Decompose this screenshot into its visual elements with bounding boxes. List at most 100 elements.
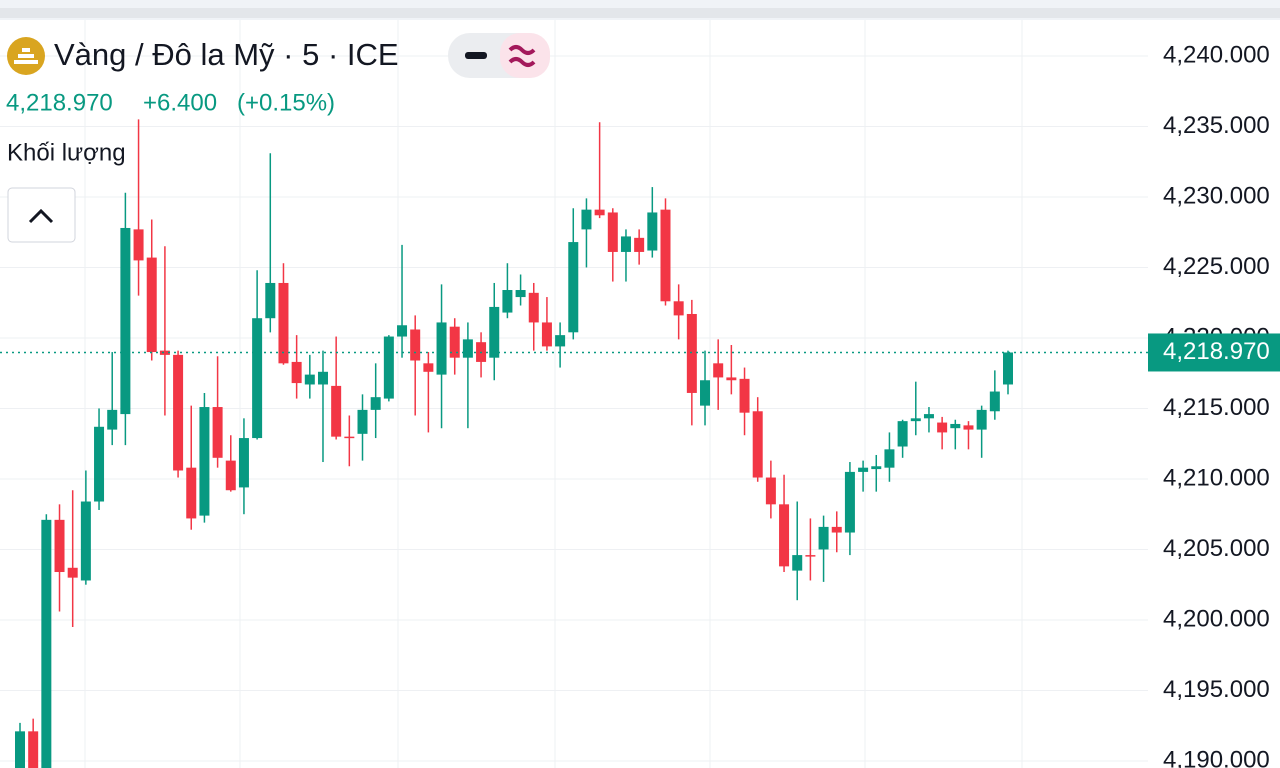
candle-body bbox=[726, 377, 737, 381]
candle-body bbox=[673, 301, 684, 316]
candle-body bbox=[133, 229, 144, 261]
candle-body bbox=[581, 209, 592, 230]
candle-body bbox=[805, 555, 816, 557]
candle-body bbox=[607, 212, 618, 252]
candle-body bbox=[620, 236, 631, 252]
candle-body bbox=[779, 504, 790, 567]
candle-body bbox=[818, 526, 829, 550]
candle-body bbox=[344, 436, 355, 439]
candle-body bbox=[28, 731, 39, 768]
candle-body bbox=[186, 467, 197, 519]
candle-body bbox=[634, 237, 645, 252]
candle-body bbox=[265, 282, 276, 319]
candle-body bbox=[449, 326, 460, 358]
grid bbox=[0, 55, 1148, 762]
candle-body bbox=[120, 227, 131, 415]
candle-body bbox=[686, 313, 697, 393]
last-price-tag bbox=[1148, 333, 1280, 372]
symbol-title: Vàng / Đô la Mỹ · 5 · ICE bbox=[54, 37, 399, 72]
candle-body bbox=[555, 335, 566, 347]
candle-body bbox=[739, 378, 750, 413]
y-tick-label: 4,235.000 bbox=[1163, 112, 1270, 139]
y-tick-label: 4,205.000 bbox=[1163, 535, 1270, 562]
candle-body bbox=[173, 354, 184, 471]
candle-body bbox=[897, 421, 908, 447]
legend: Vàng / Đô la Mỹ · 5 · ICE 4,218.970 +6.4… bbox=[6, 33, 550, 243]
candle-body bbox=[238, 438, 249, 488]
candle-body bbox=[159, 350, 170, 355]
candle-body bbox=[660, 209, 671, 302]
candle-body bbox=[357, 409, 368, 434]
candle-body bbox=[923, 414, 934, 419]
candle-body bbox=[963, 425, 974, 430]
candle-body bbox=[752, 411, 763, 478]
candle-body bbox=[462, 339, 473, 358]
candle-body bbox=[831, 526, 842, 533]
candle-body bbox=[67, 567, 78, 578]
candle-body bbox=[291, 361, 302, 384]
candle-body bbox=[528, 292, 539, 323]
y-tick-label: 4,240.000 bbox=[1163, 41, 1270, 68]
price-change: +6.400 bbox=[143, 89, 217, 116]
candle-body bbox=[713, 363, 724, 378]
candle-body bbox=[884, 449, 895, 468]
candle-body bbox=[423, 363, 434, 372]
candle-body bbox=[594, 209, 605, 216]
last-price: 4,218.970 bbox=[6, 89, 113, 116]
candle-body bbox=[976, 409, 987, 430]
candle-body bbox=[858, 467, 869, 472]
vertical-grid bbox=[84, 20, 1023, 768]
candle-body bbox=[317, 371, 328, 385]
candle-body bbox=[80, 501, 91, 581]
y-tick-label: 4,230.000 bbox=[1163, 182, 1270, 209]
y-tick-label: 4,210.000 bbox=[1163, 464, 1270, 491]
candle-body bbox=[989, 391, 1000, 412]
candle-body bbox=[94, 426, 105, 502]
candles bbox=[0, 119, 1148, 768]
candle-body bbox=[383, 336, 394, 399]
top-bar-line bbox=[0, 8, 1280, 18]
candle-body bbox=[304, 374, 315, 385]
candle-body bbox=[397, 325, 408, 337]
candle-body bbox=[212, 407, 223, 458]
candle-body bbox=[54, 519, 65, 573]
collapse-button[interactable] bbox=[7, 187, 76, 243]
price-axis: 4,190.000 4,195.000 4,200.000 4,205.000 4,21… bbox=[1148, 41, 1280, 768]
candle-body bbox=[765, 477, 776, 505]
candle-body bbox=[278, 282, 289, 364]
chevron-up bbox=[28, 208, 54, 224]
candle-body bbox=[910, 418, 921, 422]
candle-body bbox=[515, 290, 526, 298]
candle-body bbox=[146, 257, 157, 353]
candle-body bbox=[107, 409, 118, 430]
candle-body bbox=[225, 460, 236, 491]
candle-body bbox=[502, 290, 513, 313]
candle-body bbox=[844, 471, 855, 533]
y-tick-label: 4,225.000 bbox=[1163, 253, 1270, 280]
candle-body bbox=[436, 322, 447, 375]
candle-body bbox=[937, 422, 948, 433]
candle-body bbox=[647, 212, 658, 251]
candle-body bbox=[15, 731, 25, 768]
candle-body bbox=[950, 423, 961, 429]
candle-body bbox=[568, 242, 579, 333]
last-price-tag-label: 4,218.970 bbox=[1163, 338, 1270, 365]
compare-button[interactable] bbox=[500, 33, 550, 78]
y-tick-label: 4,190.000 bbox=[1163, 746, 1270, 768]
price-change-pct: (+0.15%) bbox=[237, 89, 335, 116]
candle-body bbox=[199, 407, 210, 516]
candle-body bbox=[370, 397, 381, 410]
y-tick-label: 4,215.000 bbox=[1163, 394, 1270, 421]
candle-body bbox=[41, 519, 52, 768]
candle-body bbox=[410, 329, 421, 361]
candle-body bbox=[871, 466, 882, 470]
compare-icon bbox=[508, 45, 536, 67]
volume-label: Khối lượng bbox=[7, 139, 126, 166]
minimize-icon bbox=[465, 52, 487, 59]
candle-body bbox=[252, 318, 263, 439]
symbol-icon-bars bbox=[14, 48, 38, 64]
candle-body bbox=[700, 380, 711, 406]
y-tick-label: 4,195.000 bbox=[1163, 676, 1270, 703]
y-tick-label: 4,200.000 bbox=[1163, 605, 1270, 632]
